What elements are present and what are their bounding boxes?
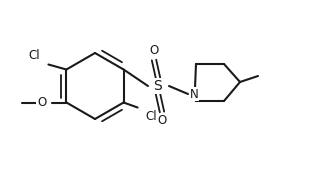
- Text: Cl: Cl: [29, 49, 40, 62]
- Text: S: S: [154, 79, 162, 93]
- Text: O: O: [37, 96, 46, 109]
- Text: O: O: [149, 45, 159, 57]
- Text: N: N: [190, 88, 198, 100]
- Text: Cl: Cl: [146, 110, 157, 123]
- Text: O: O: [157, 115, 167, 127]
